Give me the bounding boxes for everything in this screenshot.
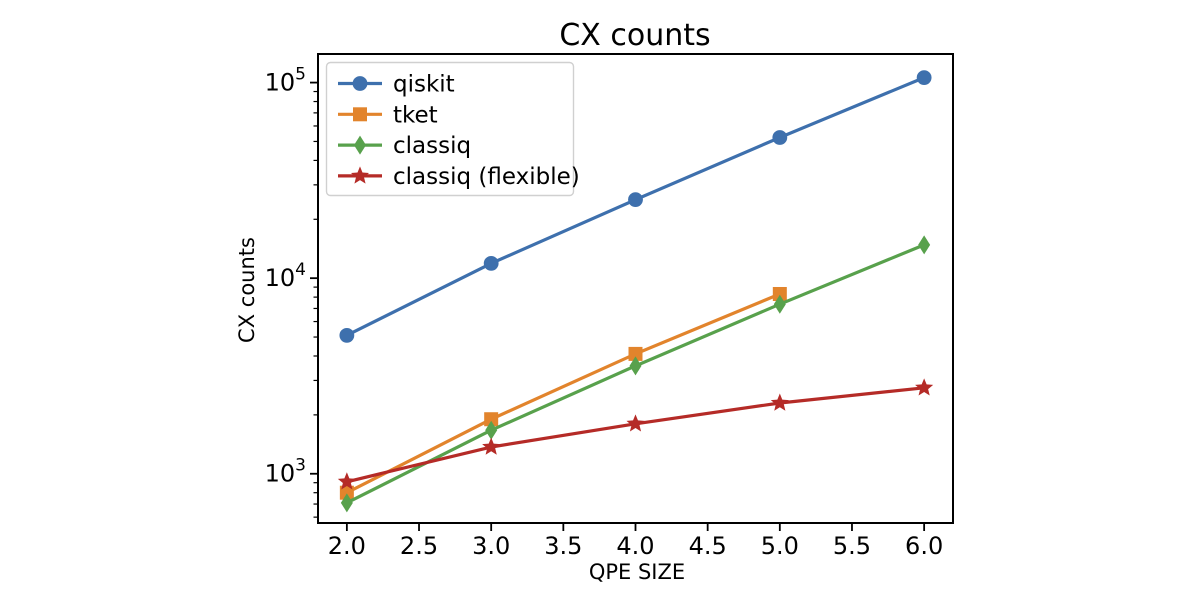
legend-label-classiq: classiq bbox=[393, 133, 471, 159]
point-classiq-2 bbox=[340, 493, 353, 513]
legend-entry-classiq: classiq bbox=[338, 133, 471, 159]
series-line-classiq-flexible bbox=[345, 386, 926, 484]
point-tket-5 bbox=[772, 286, 787, 301]
point-classiq-flexible-2 bbox=[337, 472, 356, 490]
x-tick-label-3.5: 3.5 bbox=[544, 532, 582, 560]
legend-marker-tket bbox=[353, 107, 367, 122]
legend-marker-classiq-flexible bbox=[350, 166, 370, 184]
series-classiq-flexible bbox=[337, 378, 934, 490]
point-tket-2 bbox=[339, 485, 354, 500]
point-classiq-6 bbox=[918, 235, 931, 255]
point-qiskit-6 bbox=[916, 70, 932, 86]
legend-marker-qiskit bbox=[352, 76, 368, 91]
point-classiq-flexible-5 bbox=[770, 393, 789, 411]
legend: qiskit tket classiq classiq (flexible) bbox=[325, 61, 580, 197]
x-tick-label-5.0: 5.0 bbox=[761, 532, 799, 560]
point-qiskit-2 bbox=[339, 327, 355, 343]
legend-label-classiq-flexible: classiq (flexible) bbox=[393, 164, 580, 190]
plot-frame bbox=[317, 53, 954, 524]
legend-label-tket: tket bbox=[393, 102, 438, 128]
x-tick-label-2.0: 2.0 bbox=[328, 532, 366, 560]
point-qiskit-5 bbox=[772, 130, 788, 145]
y-tick-label-1000: 103 bbox=[265, 456, 306, 488]
point-classiq-flexible-4 bbox=[626, 414, 645, 432]
x-axis-label: QPE SIZE bbox=[589, 560, 685, 584]
x-tick-label-3.0: 3.0 bbox=[472, 532, 510, 560]
point-tket-4 bbox=[628, 346, 643, 361]
x-tick-label-4.5: 4.5 bbox=[689, 532, 727, 560]
legend-entry-tket: tket bbox=[338, 102, 438, 128]
point-classiq-4 bbox=[629, 356, 642, 376]
y-tick-label-10000: 104 bbox=[265, 260, 306, 292]
x-tick-label-4.0: 4.0 bbox=[616, 532, 654, 560]
legend-entry-classiq-flexible: classiq (flexible) bbox=[338, 164, 580, 190]
point-tket-3 bbox=[484, 412, 499, 427]
chart-title: CX counts bbox=[559, 18, 710, 53]
y-tick-label-100000: 105 bbox=[265, 65, 306, 97]
point-classiq-flexible-3 bbox=[482, 437, 501, 455]
x-tick-label-6.0: 6.0 bbox=[905, 532, 943, 560]
series-tket bbox=[339, 286, 787, 500]
point-qiskit-3 bbox=[483, 255, 499, 271]
x-tick-label-2.5: 2.5 bbox=[400, 532, 438, 560]
series-classiq bbox=[340, 235, 931, 513]
series-line-tket bbox=[345, 292, 782, 495]
series-qiskit bbox=[339, 70, 932, 343]
legend-entry-qiskit: qiskit bbox=[338, 72, 455, 98]
point-classiq-flexible-6 bbox=[915, 378, 934, 396]
point-classiq-3 bbox=[485, 420, 498, 440]
legend-box bbox=[325, 61, 575, 197]
point-classiq-5 bbox=[773, 294, 786, 314]
y-axis-label: CX counts bbox=[235, 237, 259, 343]
legend-marker-classiq bbox=[354, 135, 366, 155]
point-qiskit-4 bbox=[628, 192, 643, 208]
legend-label-qiskit: qiskit bbox=[393, 72, 455, 98]
x-tick-label-5.5: 5.5 bbox=[833, 532, 871, 560]
